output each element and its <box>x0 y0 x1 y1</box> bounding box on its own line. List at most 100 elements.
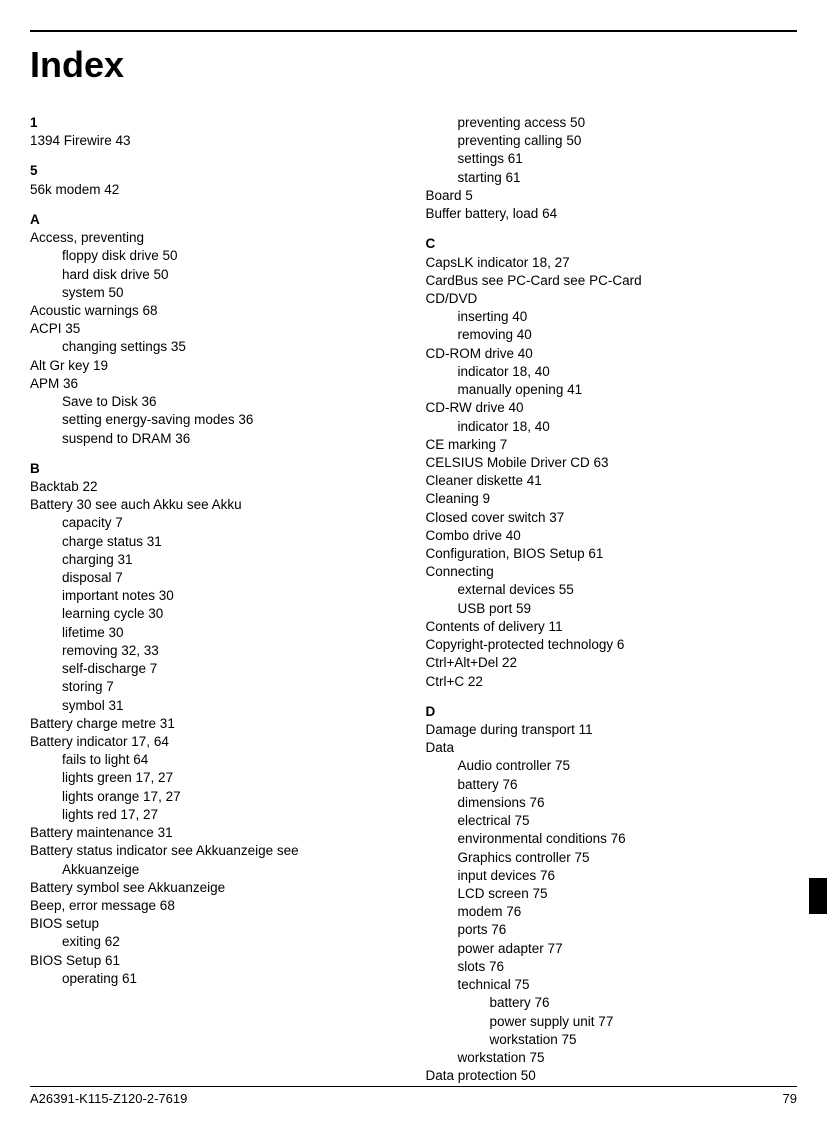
index-entry: Access, preventing <box>30 229 402 247</box>
index-entry: settings 61 <box>426 150 798 168</box>
index-entry: capacity 7 <box>30 514 402 532</box>
index-entry: APM 36 <box>30 375 402 393</box>
index-entry: Board 5 <box>426 187 798 205</box>
index-entry: Acoustic warnings 68 <box>30 302 402 320</box>
index-entry: fails to light 64 <box>30 751 402 769</box>
index-entry: charge status 31 <box>30 533 402 551</box>
index-entry: CD-RW drive 40 <box>426 399 798 417</box>
index-entry: lifetime 30 <box>30 624 402 642</box>
index-entry: suspend to DRAM 36 <box>30 430 402 448</box>
index-entry: operating 61 <box>30 970 402 988</box>
index-entry: removing 40 <box>426 326 798 344</box>
index-columns: 11394 Firewire 43 556k modem 42 AAccess, p… <box>30 114 797 1085</box>
index-entry: CELSIUS Mobile Driver CD 63 <box>426 454 798 472</box>
index-entry: ports 76 <box>426 921 798 939</box>
index-entry: external devices 55 <box>426 581 798 599</box>
index-entry: inserting 40 <box>426 308 798 326</box>
index-entry: Battery status indicator see Akkuanzeige… <box>30 842 402 860</box>
index-entry: CD/DVD <box>426 290 798 308</box>
section-head: A <box>30 211 402 229</box>
index-entry: Battery maintenance 31 <box>30 824 402 842</box>
thumb-tab <box>809 878 827 914</box>
index-entry: learning cycle 30 <box>30 605 402 623</box>
index-entry: 1394 Firewire 43 <box>30 132 402 150</box>
index-entry: Akkuanzeige <box>30 861 402 879</box>
top-rule <box>30 30 797 32</box>
index-entry: modem 76 <box>426 903 798 921</box>
index-entry: CE marking 7 <box>426 436 798 454</box>
index-entry: preventing access 50 <box>426 114 798 132</box>
index-entry: preventing calling 50 <box>426 132 798 150</box>
index-entry: USB port 59 <box>426 600 798 618</box>
index-entry: floppy disk drive 50 <box>30 247 402 265</box>
index-entry: ACPI 35 <box>30 320 402 338</box>
index-entry: BIOS setup <box>30 915 402 933</box>
index-entry: removing 32, 33 <box>30 642 402 660</box>
index-entry: Closed cover switch 37 <box>426 509 798 527</box>
index-entry: storing 7 <box>30 678 402 696</box>
index-entry: input devices 76 <box>426 867 798 885</box>
index-entry: lights orange 17, 27 <box>30 788 402 806</box>
index-entry: setting energy-saving modes 36 <box>30 411 402 429</box>
index-entry: Battery symbol see Akkuanzeige <box>30 879 402 897</box>
index-entry: electrical 75 <box>426 812 798 830</box>
index-entry: Ctrl+Alt+Del 22 <box>426 654 798 672</box>
index-entry: Contents of delivery 11 <box>426 618 798 636</box>
section-head: 5 <box>30 162 402 180</box>
index-entry: Graphics controller 75 <box>426 849 798 867</box>
index-entry: Damage during transport 11 <box>426 721 798 739</box>
index-entry: Battery 30 see auch Akku see Akku <box>30 496 402 514</box>
index-entry: battery 76 <box>426 994 798 1012</box>
index-entry: CD-ROM drive 40 <box>426 345 798 363</box>
page-footer: A26391-K115-Z120-2-7619 79 <box>30 1086 797 1106</box>
index-entry: battery 76 <box>426 776 798 794</box>
index-entry: exiting 62 <box>30 933 402 951</box>
index-entry: BIOS Setup 61 <box>30 952 402 970</box>
index-entry: power adapter 77 <box>426 940 798 958</box>
index-entry: workstation 75 <box>426 1049 798 1067</box>
index-entry: dimensions 76 <box>426 794 798 812</box>
index-entry: Backtab 22 <box>30 478 402 496</box>
index-entry: technical 75 <box>426 976 798 994</box>
index-entry: Save to Disk 36 <box>30 393 402 411</box>
footer-page-number: 79 <box>783 1091 797 1106</box>
index-entry: power supply unit 77 <box>426 1013 798 1031</box>
index-entry: lights green 17, 27 <box>30 769 402 787</box>
index-entry: Connecting <box>426 563 798 581</box>
index-entry: lights red 17, 27 <box>30 806 402 824</box>
index-entry: Data protection 50 <box>426 1067 798 1085</box>
index-entry: disposal 7 <box>30 569 402 587</box>
index-entry: starting 61 <box>426 169 798 187</box>
index-entry: Cleaner diskette 41 <box>426 472 798 490</box>
index-entry: CardBus see PC-Card see PC-Card <box>426 272 798 290</box>
index-entry: manually opening 41 <box>426 381 798 399</box>
section-head: C <box>426 235 798 253</box>
index-entry: Cleaning 9 <box>426 490 798 508</box>
index-entry: slots 76 <box>426 958 798 976</box>
index-entry: Audio controller 75 <box>426 757 798 775</box>
page-title: Index <box>30 44 797 86</box>
index-entry: 56k modem 42 <box>30 181 402 199</box>
index-entry: system 50 <box>30 284 402 302</box>
index-entry: Combo drive 40 <box>426 527 798 545</box>
section-head: B <box>30 460 402 478</box>
index-entry: self-discharge 7 <box>30 660 402 678</box>
index-entry: symbol 31 <box>30 697 402 715</box>
index-entry: Ctrl+C 22 <box>426 673 798 691</box>
index-entry: indicator 18, 40 <box>426 363 798 381</box>
index-entry: charging 31 <box>30 551 402 569</box>
index-entry: Configuration, BIOS Setup 61 <box>426 545 798 563</box>
index-entry: Buffer battery, load 64 <box>426 205 798 223</box>
index-entry: environmental conditions 76 <box>426 830 798 848</box>
index-entry: LCD screen 75 <box>426 885 798 903</box>
index-entry: CapsLK indicator 18, 27 <box>426 254 798 272</box>
footer-doc-id: A26391-K115-Z120-2-7619 <box>30 1091 187 1106</box>
index-entry: Battery indicator 17, 64 <box>30 733 402 751</box>
section-head: 1 <box>30 114 402 132</box>
index-entry: important notes 30 <box>30 587 402 605</box>
section-head: D <box>426 703 798 721</box>
index-entry: Data <box>426 739 798 757</box>
index-entry: changing settings 35 <box>30 338 402 356</box>
index-entry: Copyright-protected technology 6 <box>426 636 798 654</box>
index-entry: Alt Gr key 19 <box>30 357 402 375</box>
